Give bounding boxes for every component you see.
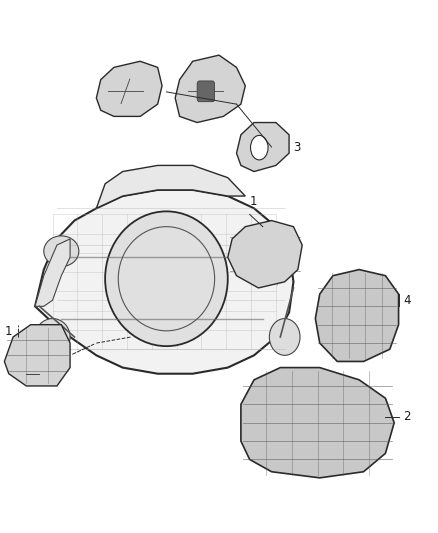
Text: 3: 3 bbox=[293, 141, 301, 154]
Polygon shape bbox=[96, 165, 245, 208]
FancyBboxPatch shape bbox=[197, 81, 215, 102]
Circle shape bbox=[251, 135, 268, 160]
Polygon shape bbox=[228, 221, 302, 288]
Ellipse shape bbox=[261, 236, 291, 266]
Ellipse shape bbox=[44, 236, 79, 266]
Text: 1: 1 bbox=[4, 325, 12, 338]
Polygon shape bbox=[4, 325, 70, 386]
Text: 2: 2 bbox=[403, 410, 410, 423]
Ellipse shape bbox=[105, 212, 228, 346]
Polygon shape bbox=[35, 239, 70, 306]
Polygon shape bbox=[315, 270, 399, 361]
Text: 1: 1 bbox=[250, 195, 257, 208]
Polygon shape bbox=[35, 190, 293, 374]
Ellipse shape bbox=[269, 319, 300, 356]
Ellipse shape bbox=[35, 319, 70, 356]
Polygon shape bbox=[175, 55, 245, 123]
Polygon shape bbox=[237, 123, 289, 172]
Text: 4: 4 bbox=[403, 294, 410, 306]
Polygon shape bbox=[241, 368, 394, 478]
Polygon shape bbox=[96, 61, 162, 116]
